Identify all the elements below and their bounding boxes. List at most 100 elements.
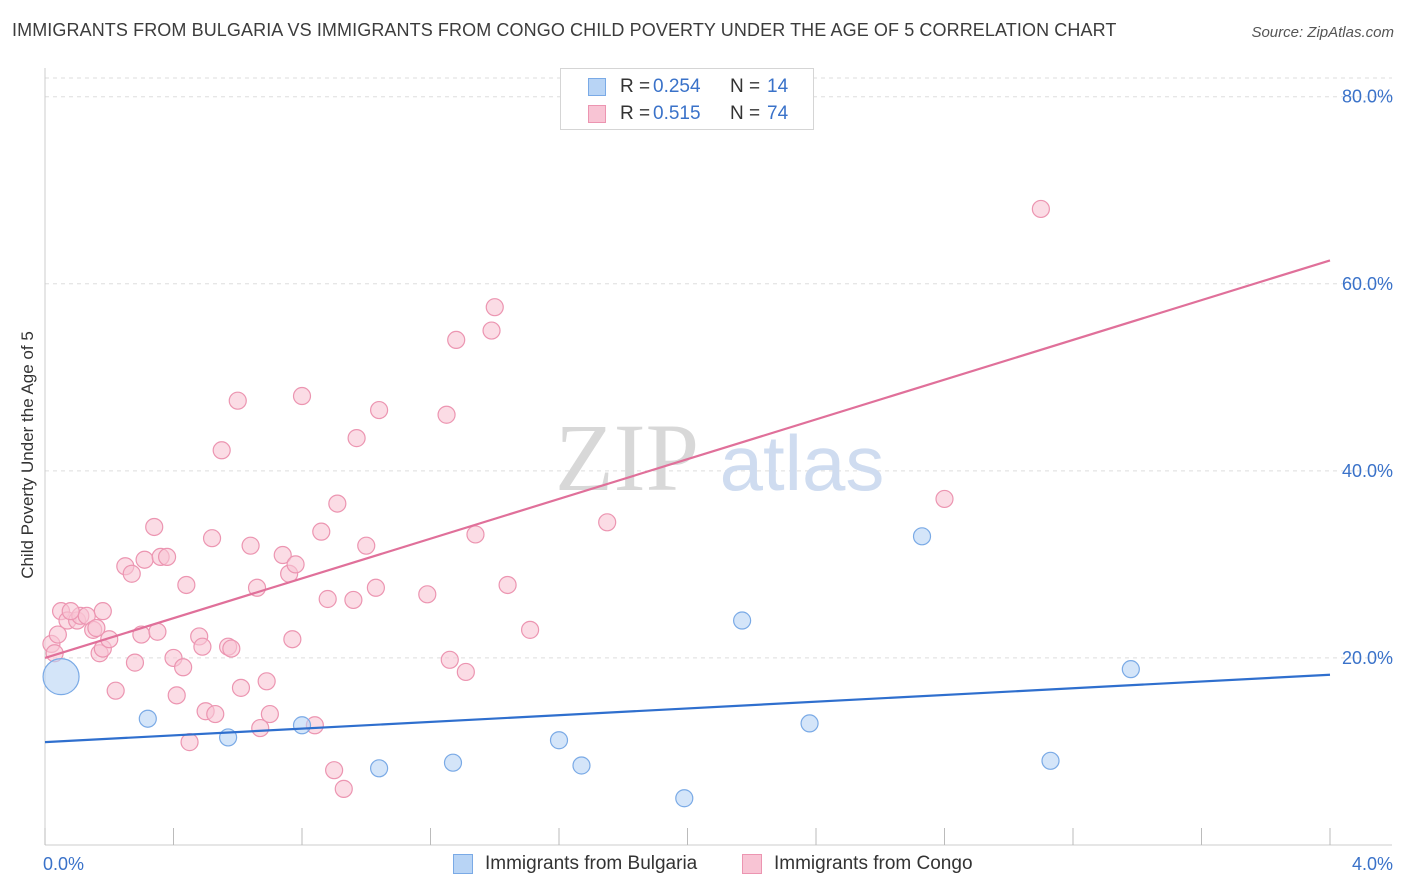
congo-point	[328, 494, 347, 513]
congo-swatch	[588, 105, 606, 123]
congo-point	[222, 639, 241, 658]
congo-point	[125, 653, 145, 672]
n-label: N =	[730, 76, 761, 97]
bulgaria-point	[138, 709, 157, 728]
congo-point	[498, 575, 517, 595]
congo-point	[180, 733, 199, 752]
congo-point	[257, 672, 276, 691]
chart-title: IMMIGRANTS FROM BULGARIA VS IMMIGRANTS F…	[12, 20, 1117, 40]
legend-row-congo: R = 0.515 N = 74	[561, 101, 813, 127]
watermark-atlas: atlas	[720, 419, 885, 507]
axes	[44, 68, 1392, 846]
y-tick-label: 60.0%	[1342, 274, 1393, 294]
r-value: 0.515	[653, 103, 701, 124]
watermark-zip: ZIP	[555, 404, 699, 511]
bulgaria-point	[549, 731, 569, 750]
congo-point	[202, 529, 222, 548]
congo-point	[157, 547, 177, 567]
legend-row-bulgaria: R = 0.254 N = 14	[561, 74, 813, 100]
congo-point	[325, 761, 344, 780]
congo-point	[251, 718, 270, 738]
congo-points	[42, 199, 1050, 798]
grid-lines	[45, 77, 1392, 659]
congo-point	[318, 589, 337, 609]
congo-point	[598, 513, 617, 532]
congo-point	[87, 618, 106, 638]
n-value: 14	[767, 76, 789, 97]
bulgaria-swatch	[588, 78, 606, 96]
congo-point	[1031, 199, 1050, 219]
congo-swatch	[742, 854, 762, 874]
congo-point	[418, 585, 437, 604]
bulgaria-point	[370, 759, 389, 778]
y-tick-label: 20.0%	[1342, 648, 1393, 668]
x-tick-label: 4.0%	[1352, 854, 1393, 874]
x-tick-label: 0.0%	[43, 854, 84, 874]
bulgaria-point	[572, 756, 591, 775]
bulgaria-point	[443, 753, 463, 772]
congo-point	[347, 429, 366, 448]
congo-point	[482, 321, 501, 340]
congo-point	[286, 555, 305, 574]
source-label: Source: ZipAtlas.com	[1251, 24, 1394, 41]
bulgaria-point	[912, 527, 932, 546]
congo-point	[61, 602, 80, 621]
bulgaria-point	[675, 789, 694, 808]
r-label: R =	[620, 103, 651, 124]
congo-point	[241, 536, 260, 555]
n-label: N =	[730, 103, 761, 124]
correlation-legend: R = 0.254 N = 14 R = 0.515 N = 74	[560, 68, 814, 130]
congo-point	[93, 602, 112, 621]
congo-point	[273, 545, 292, 565]
congo-trend-line	[44, 259, 1331, 659]
congo-point	[344, 590, 363, 610]
congo-point	[228, 391, 247, 410]
congo-point	[292, 386, 312, 406]
bulgaria-trend-line	[44, 673, 1331, 744]
congo-point	[440, 650, 459, 669]
congo-point	[485, 298, 504, 317]
bulgaria-point	[292, 716, 312, 735]
congo-point	[100, 630, 119, 649]
series-legend: Immigrants from Bulgaria Immigrants from…	[0, 852, 1406, 878]
congo-point	[260, 704, 279, 724]
bulgaria-point	[800, 714, 819, 733]
y-tick-label: 80.0%	[1342, 87, 1393, 107]
n-value: 74	[767, 103, 789, 124]
congo-point	[122, 564, 141, 583]
bulgaria-point	[1041, 751, 1060, 770]
congo-point	[366, 578, 385, 597]
congo-point	[193, 637, 212, 656]
congo-point	[466, 525, 485, 544]
trend-lines	[44, 259, 1331, 744]
congo-point	[48, 625, 67, 644]
legend-label: Immigrants from Bulgaria	[485, 853, 698, 874]
congo-point	[437, 405, 456, 424]
congo-point	[312, 522, 331, 541]
y-tick-label: 40.0%	[1342, 461, 1393, 481]
congo-point	[357, 536, 376, 555]
congo-point	[935, 489, 954, 509]
r-label: R =	[620, 76, 651, 97]
bulgaria-point	[1121, 660, 1140, 679]
congo-point	[145, 517, 164, 537]
congo-point	[447, 330, 466, 350]
bulgaria-swatch	[453, 854, 473, 874]
congo-point	[520, 620, 540, 639]
congo-point	[231, 678, 251, 697]
congo-point	[206, 704, 225, 724]
bulgaria-point	[733, 611, 752, 630]
congo-point	[135, 550, 154, 569]
congo-point	[212, 441, 231, 460]
bulgaria-point	[42, 658, 80, 696]
congo-point	[167, 686, 186, 705]
congo-point	[334, 779, 353, 798]
congo-point	[174, 658, 193, 677]
congo-point	[177, 575, 196, 595]
legend-label: Immigrants from Congo	[774, 853, 973, 874]
bulgaria-points	[42, 527, 1140, 808]
congo-point	[106, 681, 125, 700]
congo-point	[283, 630, 302, 649]
r-value: 0.254	[653, 76, 701, 97]
